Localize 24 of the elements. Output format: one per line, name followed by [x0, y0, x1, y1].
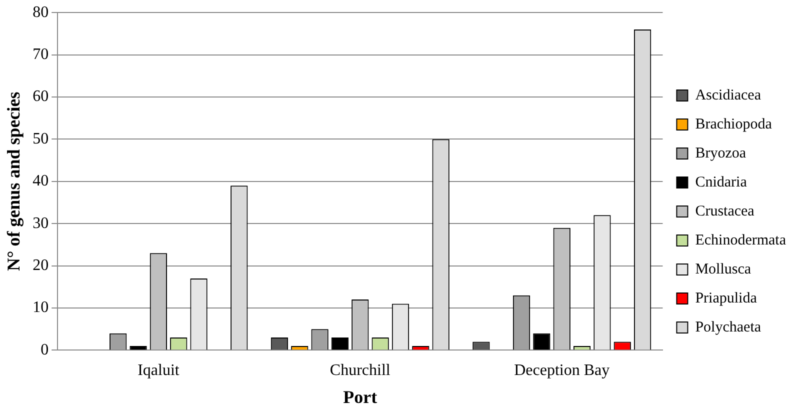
- legend-label: Ascidiacea: [695, 87, 762, 104]
- legend-label: Brachiopoda: [695, 116, 772, 132]
- x-tick-label: Deception Bay: [514, 362, 610, 380]
- legend-label: Cnidaria: [695, 174, 748, 190]
- y-tick-label: 60: [32, 88, 49, 106]
- legend-label: Priapulida: [695, 290, 758, 306]
- y-tick-label: 70: [32, 46, 49, 64]
- x-axis-title: Port: [343, 386, 378, 407]
- y-tick-label: 20: [32, 257, 49, 274]
- x-tick-label: Iqaluit: [138, 362, 180, 380]
- legend-label: Polychaeta: [695, 319, 762, 336]
- legend-label: Crustacea: [695, 203, 755, 220]
- legend-label: Mollusca: [695, 261, 752, 278]
- y-tick-label: 40: [32, 172, 49, 190]
- y-axis-title: N° of genus and species: [3, 92, 24, 272]
- bar: [130, 346, 147, 350]
- y-tick-label: 10: [32, 299, 49, 316]
- y-tick-label: 30: [32, 214, 49, 232]
- legend-label: Bryozoa: [695, 145, 746, 162]
- y-tick-label: 50: [32, 130, 49, 148]
- x-tick-label: Churchill: [330, 362, 391, 380]
- legend-label: Echinodermata: [695, 232, 786, 248]
- y-tick-label: 0: [40, 341, 49, 358]
- y-tick-label: 80: [32, 4, 49, 21]
